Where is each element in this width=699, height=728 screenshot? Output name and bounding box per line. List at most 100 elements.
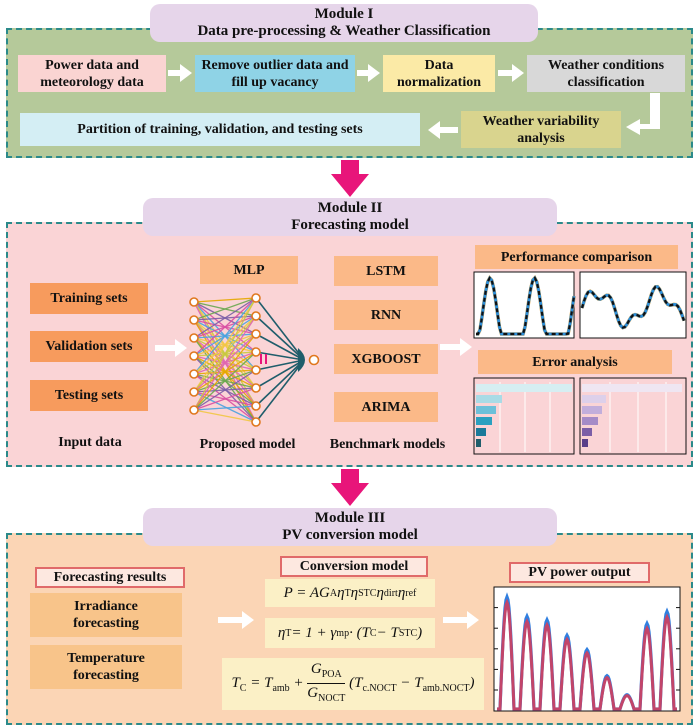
benchmark-models-label: Benchmark models bbox=[329, 437, 446, 452]
benchmark-rnn: RNN bbox=[334, 300, 438, 330]
input-data-label: Input data bbox=[58, 435, 122, 450]
step-weather-variability: Weather variability analysis bbox=[461, 111, 621, 148]
module3-title: Module III PV conversion model bbox=[143, 508, 557, 546]
err-bar bbox=[476, 439, 481, 447]
performance-comparison-plots bbox=[473, 271, 687, 339]
module3-title-line1: Module III bbox=[314, 510, 386, 526]
err-bar bbox=[582, 384, 682, 392]
nn-hidden-node bbox=[251, 383, 261, 393]
nn-hidden-node bbox=[251, 293, 261, 303]
err-bar bbox=[582, 406, 602, 414]
nn-edge bbox=[193, 369, 257, 411]
perf-series bbox=[476, 276, 576, 336]
module3-title-line2: PV conversion model bbox=[282, 527, 418, 543]
benchmark-lstm: LSTM bbox=[334, 256, 438, 286]
nn-input-node bbox=[189, 369, 199, 379]
nn-output-node bbox=[308, 354, 320, 366]
pv-power-output-label: PV power output bbox=[509, 562, 650, 583]
proposed-model-label: Proposed model bbox=[199, 437, 296, 452]
err-bar bbox=[476, 406, 496, 414]
nn-edge bbox=[193, 297, 257, 321]
benchmark-xgboost: XGBOOST bbox=[334, 344, 438, 374]
nn-hidden-node bbox=[251, 347, 261, 357]
module1-arrows bbox=[168, 64, 660, 139]
nn-input-node bbox=[189, 351, 199, 361]
performance-comparison-box: Performance comparison bbox=[475, 245, 678, 269]
module2-title-line2: Forecasting model bbox=[291, 217, 409, 233]
err-bar bbox=[476, 428, 486, 436]
nn-edge bbox=[193, 297, 257, 357]
error-analysis-plots bbox=[473, 377, 687, 455]
err-bar bbox=[582, 439, 588, 447]
err-bar bbox=[476, 395, 502, 403]
arrow-to-network bbox=[155, 339, 187, 357]
forecasting-results-label: Forecasting results bbox=[35, 567, 185, 588]
nn-input-node bbox=[189, 315, 199, 325]
arrow-left-1 bbox=[428, 121, 458, 139]
err-bar bbox=[582, 395, 606, 403]
arrow-to-output bbox=[443, 611, 479, 629]
nn-hidden-node bbox=[251, 329, 261, 339]
error-analysis-box: Error analysis bbox=[478, 350, 672, 374]
module1-title-line1: Module I bbox=[314, 6, 374, 22]
step-normalization: Data normalization bbox=[383, 55, 495, 92]
nn-edge bbox=[193, 405, 257, 411]
nn-output-edge bbox=[255, 315, 305, 361]
arrow-right-3 bbox=[498, 64, 524, 82]
nn-output-edge bbox=[255, 359, 305, 371]
nn-hidden-node bbox=[251, 401, 261, 411]
module1-title: Module I Data pre-processing & Weather C… bbox=[150, 4, 538, 42]
input-validation-sets: Validation sets bbox=[30, 331, 148, 362]
arrow-to-conversion bbox=[218, 611, 254, 629]
step-remove-outlier: Remove outlier data and fill up vacancy bbox=[195, 55, 355, 92]
nn-output-edge bbox=[255, 359, 305, 423]
nn-hidden-node bbox=[251, 365, 261, 375]
arrow-right-1 bbox=[168, 64, 192, 82]
nn-edge bbox=[193, 387, 257, 411]
irradiance-forecasting: Irradiance forecasting bbox=[30, 593, 182, 637]
nn-edge bbox=[193, 297, 257, 393]
err-bar bbox=[476, 384, 572, 392]
conversion-model-label: Conversion model bbox=[280, 556, 428, 577]
perf-series bbox=[580, 285, 686, 329]
pv-forecast-series bbox=[497, 592, 677, 711]
err-bar bbox=[476, 417, 492, 425]
mlp-box: MLP bbox=[200, 256, 298, 284]
input-testing-sets: Testing sets bbox=[30, 380, 148, 411]
step-power-data: Power data and meteorology data bbox=[18, 55, 166, 92]
pink-arrow-1 bbox=[331, 160, 369, 197]
pv-actual-series bbox=[497, 598, 677, 711]
pink-arrow-2 bbox=[331, 469, 369, 506]
nn-hidden-node bbox=[251, 311, 261, 321]
module2-title-line1: Module II bbox=[317, 200, 383, 216]
nn-edge bbox=[193, 409, 257, 423]
err-bar bbox=[582, 428, 592, 436]
arrow-to-results bbox=[440, 338, 472, 356]
benchmark-arima: ARIMA bbox=[334, 392, 438, 422]
temperature-forecasting: Temperature forecasting bbox=[30, 645, 182, 689]
nn-edge bbox=[193, 297, 257, 303]
nn-edge bbox=[193, 351, 257, 411]
input-training-sets: Training sets bbox=[30, 283, 148, 314]
nn-edge bbox=[193, 297, 257, 411]
pv-power-output-plot bbox=[493, 586, 681, 712]
module1-title-line2: Data pre-processing & Weather Classifica… bbox=[197, 23, 491, 39]
nn-input-node bbox=[189, 405, 199, 415]
nn-output-fan bbox=[298, 348, 305, 372]
nn-output-edge bbox=[255, 333, 305, 361]
nn-hidden-node bbox=[251, 417, 261, 427]
nn-output-edge bbox=[255, 351, 305, 361]
nn-edge bbox=[193, 297, 257, 375]
nn-output-edge bbox=[255, 297, 305, 361]
nn-edge bbox=[193, 297, 257, 339]
nn-input-node bbox=[189, 297, 199, 307]
nn-output-edge bbox=[255, 359, 305, 389]
arrow-right-2 bbox=[357, 64, 380, 82]
step-partition: Partition of training, validation, and t… bbox=[20, 113, 420, 146]
nn-edge bbox=[193, 315, 257, 411]
nn-output-edge bbox=[255, 359, 305, 407]
mlp-network-diagram bbox=[189, 293, 320, 427]
step-weather-classification: Weather conditions classification bbox=[527, 55, 685, 92]
